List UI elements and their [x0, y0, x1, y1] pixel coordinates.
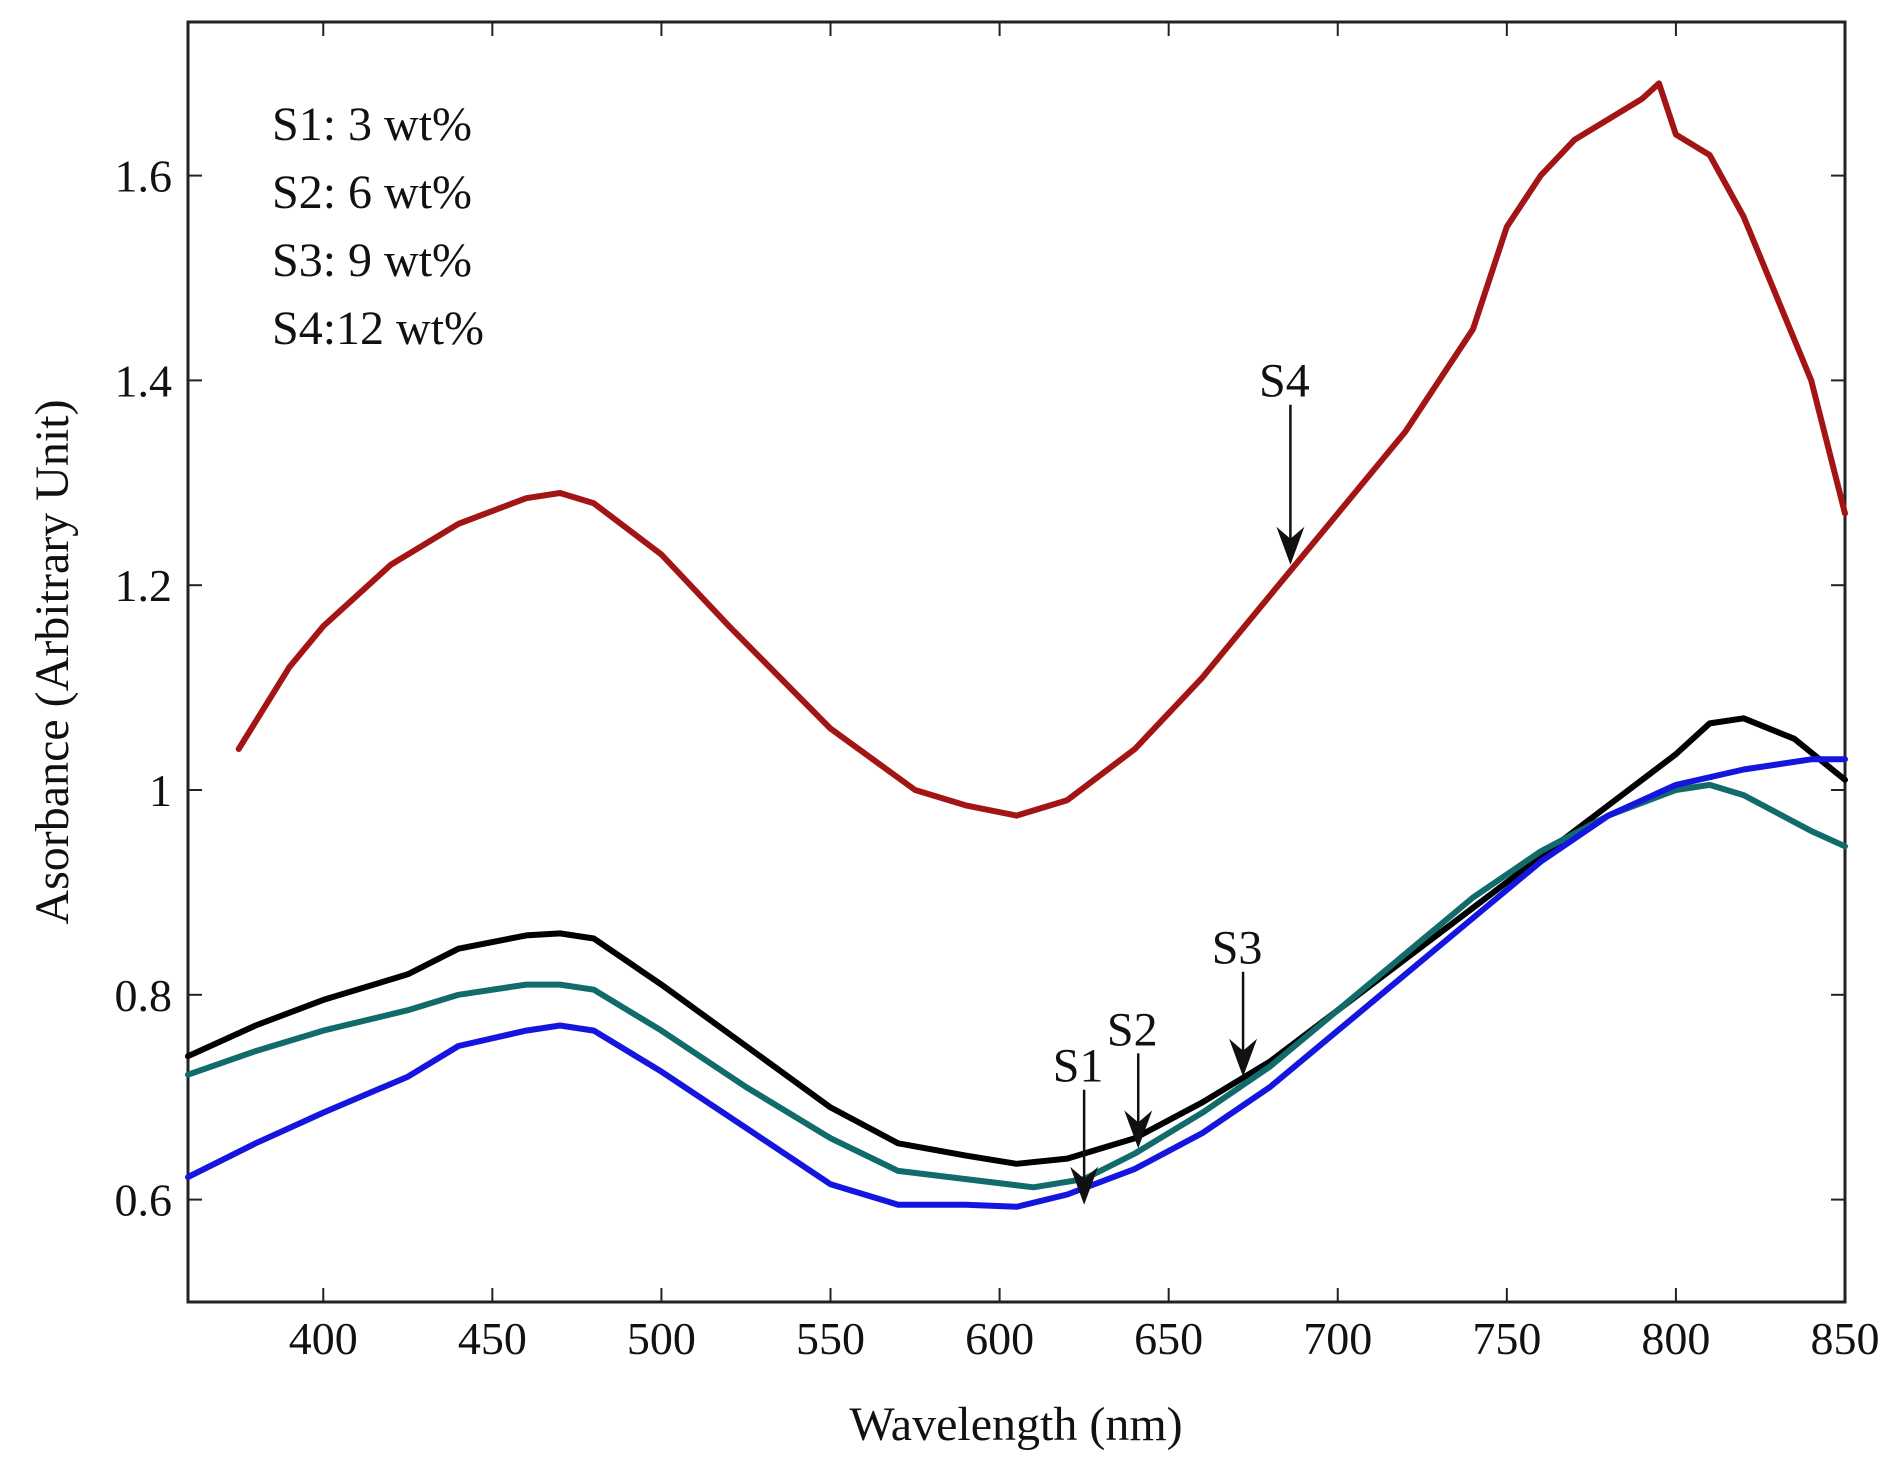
y-tick-label: 0.6 — [115, 1175, 173, 1226]
x-tick-label: 700 — [1303, 1313, 1372, 1364]
x-tick-label: 850 — [1811, 1313, 1880, 1364]
annotation-arrowhead-s1 — [1070, 1166, 1099, 1205]
y-tick-label: 0.8 — [115, 970, 173, 1021]
annotation-label-s4: S4 — [1259, 355, 1310, 408]
legend-entry: S1: 3 wt% — [272, 98, 472, 151]
annotation-label-s3: S3 — [1212, 922, 1263, 975]
legend-entry: S2: 6 wt% — [272, 166, 472, 219]
x-tick-label: 400 — [289, 1313, 358, 1364]
legend: S1: 3 wt% S2: 6 wt% S3: 9 wt% S4:12 wt% — [272, 98, 484, 355]
series-line-s4 — [235, 80, 1848, 819]
series-line-s3 — [185, 715, 1848, 1167]
x-tick-label: 450 — [458, 1313, 527, 1364]
legend-entry: S3: 9 wt% — [272, 234, 472, 287]
y-tick-label: 1.6 — [115, 151, 173, 202]
x-tick-label: 800 — [1641, 1313, 1710, 1364]
x-tick-label: 600 — [965, 1313, 1034, 1364]
annotation-arrowhead-s4 — [1276, 526, 1305, 565]
y-tick-label: 1.4 — [115, 355, 173, 406]
annotation-arrowhead-s3 — [1229, 1038, 1258, 1077]
series-line-s2 — [185, 781, 1848, 1191]
legend-entry: S4:12 wt% — [272, 302, 484, 355]
axis-ticks: 400 450 500 550 600 650 700 750 800 850 0.6 0.8 1 1.2… — [115, 22, 1880, 1364]
data-series — [185, 80, 1848, 1210]
series-line-s1 — [185, 756, 1848, 1210]
y-axis-label: Asorbance (Arbitrary Unit) — [26, 399, 79, 924]
annotation-arrowhead-s2 — [1124, 1110, 1153, 1149]
x-tick-label: 750 — [1472, 1313, 1541, 1364]
y-tick-label: 1 — [149, 765, 172, 816]
y-tick-label: 1.2 — [115, 560, 173, 611]
x-tick-label: 500 — [627, 1313, 696, 1364]
annotation-label-s2: S2 — [1107, 1003, 1158, 1056]
x-tick-label: 650 — [1134, 1313, 1203, 1364]
x-axis-label: Wavelength (nm) — [849, 1398, 1182, 1451]
annotation-label-s1: S1 — [1053, 1040, 1104, 1093]
plot-frame — [186, 20, 1847, 1304]
x-tick-label: 550 — [796, 1313, 865, 1364]
